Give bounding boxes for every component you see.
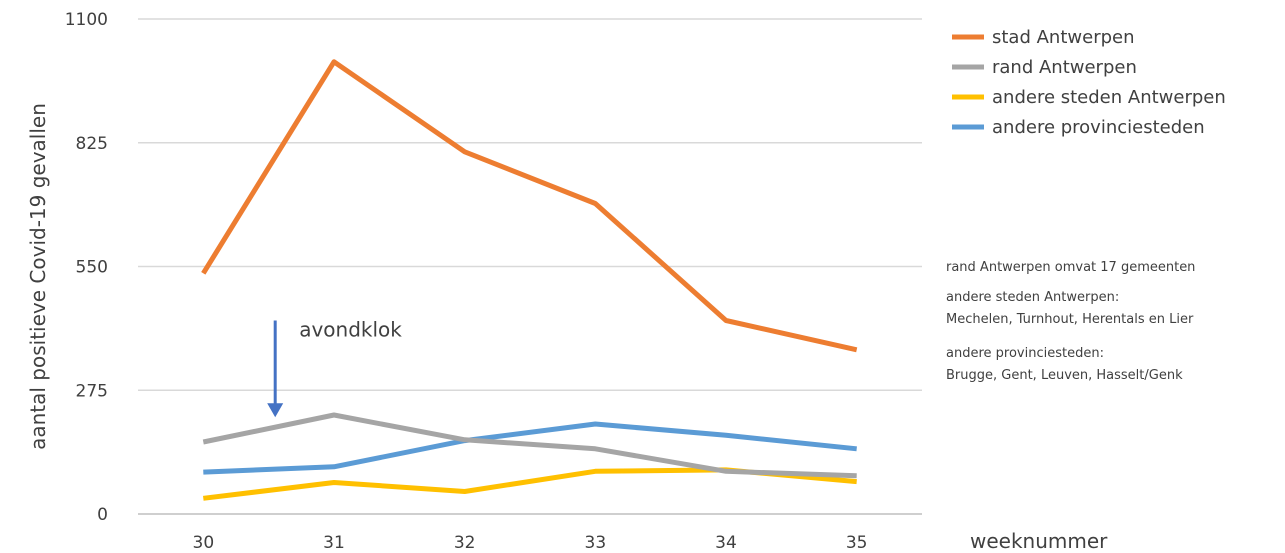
y-tick-label: 550 — [76, 258, 108, 278]
gridlines — [138, 18, 922, 515]
series-line-0 — [201, 59, 858, 353]
y-tick-labels: 0 275 550 825 1100 — [65, 10, 108, 525]
note-text: Brugge, Gent, Leuven, Hasselt/Genk — [946, 368, 1183, 383]
avondklok-annotation: avondklok — [267, 318, 402, 418]
note-text: andere steden Antwerpen: — [946, 290, 1119, 305]
y-axis-title: aantal positieve Covid-19 gevallen — [26, 103, 50, 450]
x-tick-labels: 30 31 32 33 34 35 — [193, 533, 868, 553]
y-tick-label: 825 — [76, 134, 108, 154]
x-tick-label: 34 — [715, 533, 737, 553]
x-tick-label: 30 — [193, 533, 215, 553]
note-text: Mechelen, Turnhout, Herentals en Lier — [946, 312, 1194, 327]
series-line-3 — [203, 421, 857, 475]
x-tick-label: 33 — [585, 533, 607, 553]
y-tick-label: 1100 — [65, 10, 108, 30]
x-tick-label: 32 — [454, 533, 476, 553]
y-tick-label: 0 — [97, 505, 108, 525]
note-text: andere provinciesteden: — [946, 346, 1104, 361]
x-axis-title: weeknummer — [970, 529, 1108, 553]
legend-label: rand Antwerpen — [992, 57, 1137, 78]
legend: stad Antwerpen rand Antwerpen andere stede… — [952, 27, 1226, 138]
note-text: rand Antwerpen omvat 17 gemeenten — [946, 260, 1195, 275]
annotation-arrow-head — [267, 403, 284, 418]
x-tick-label: 31 — [323, 533, 345, 553]
legend-label: stad Antwerpen — [992, 27, 1135, 48]
series-line-1 — [202, 412, 857, 479]
y-tick-label: 275 — [76, 381, 108, 401]
legend-label: andere provinciesteden — [992, 117, 1205, 138]
annotation-label: avondklok — [299, 318, 402, 342]
notes: rand Antwerpen omvat 17 gemeenten andere … — [946, 260, 1195, 383]
legend-label: andere steden Antwerpen — [992, 87, 1226, 108]
x-tick-label: 35 — [846, 533, 868, 553]
series-lines — [201, 59, 858, 501]
